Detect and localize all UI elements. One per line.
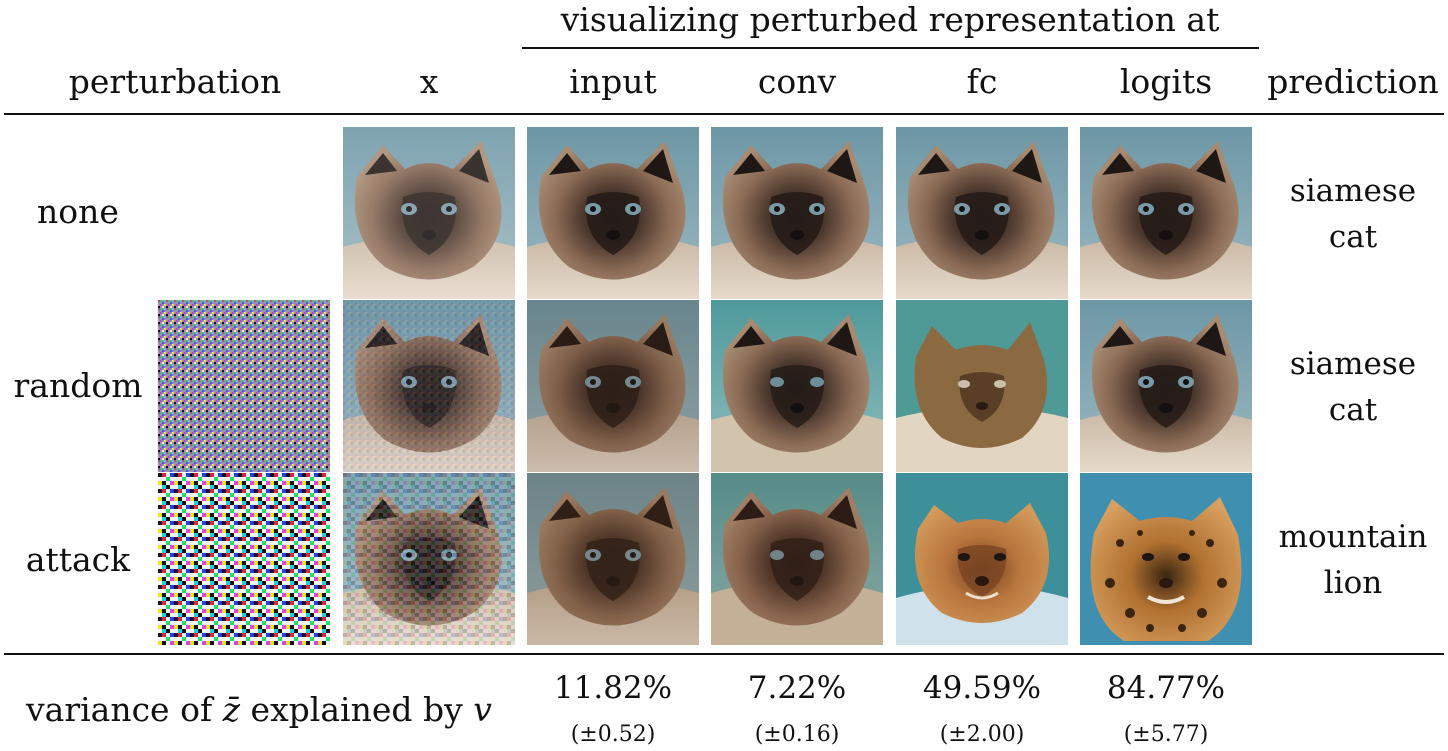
image-none-conv xyxy=(711,127,883,299)
col-header-input: input xyxy=(569,62,657,101)
variance-fc: 49.59% xyxy=(922,670,1042,706)
footer-label-pre: variance of xyxy=(26,690,223,729)
image-attack-noise xyxy=(158,473,330,645)
variance-logits: 84.77% xyxy=(1106,670,1226,706)
prediction-random-line2: cat xyxy=(1328,392,1378,428)
footer-rule xyxy=(4,653,1444,655)
image-none-fc xyxy=(896,127,1068,299)
col-header-conv: conv xyxy=(757,62,837,101)
footer-label-mid: explained by xyxy=(240,690,474,729)
image-none-logits xyxy=(1080,127,1252,299)
variance-fc-std: (±2.00) xyxy=(939,722,1025,747)
footer-label-var: z̄ xyxy=(222,690,241,729)
footer-label-v: v xyxy=(473,690,492,729)
image-attack-x xyxy=(343,473,515,645)
variance-conv: 7.22% xyxy=(747,670,847,706)
header-rule xyxy=(4,113,1444,115)
image-none-input xyxy=(527,127,699,299)
col-header-fc: fc xyxy=(966,62,998,101)
image-random-input xyxy=(527,300,699,472)
col-header-prediction: prediction xyxy=(1267,62,1439,101)
prediction-none-line2: cat xyxy=(1328,219,1378,255)
col-header-perturbation: perturbation xyxy=(68,62,282,101)
image-random-conv xyxy=(711,300,883,472)
image-random-noise xyxy=(158,300,330,472)
image-attack-fc xyxy=(896,473,1068,645)
image-attack-conv xyxy=(711,473,883,645)
prediction-attack-line2: lion xyxy=(1323,565,1383,601)
col-header-x: x xyxy=(419,62,439,101)
image-random-x xyxy=(343,300,515,472)
prediction-random: siamese cat xyxy=(1262,341,1444,433)
col-header-logits: logits xyxy=(1119,62,1213,101)
row-label-none: none xyxy=(37,192,119,231)
image-none-x xyxy=(343,127,515,299)
prediction-none: siamese cat xyxy=(1262,168,1444,260)
image-random-fc xyxy=(896,300,1068,472)
image-random-logits xyxy=(1080,300,1252,472)
prediction-attack: mountain lion xyxy=(1262,514,1444,606)
row-label-random: random xyxy=(13,366,143,405)
row-label-attack: attack xyxy=(25,540,131,579)
prediction-random-line1: siamese xyxy=(1289,346,1417,382)
prediction-attack-line1: mountain xyxy=(1278,519,1428,555)
prediction-none-line1: siamese xyxy=(1289,173,1417,209)
variance-logits-std: (±5.77) xyxy=(1123,722,1209,747)
group-header: visualizing perturbed representation at xyxy=(560,0,1220,39)
variance-input-std: (±0.52) xyxy=(570,722,656,747)
footer-label: variance of z̄ explained by v xyxy=(26,690,492,729)
variance-input: 11.82% xyxy=(553,670,673,706)
variance-conv-std: (±0.16) xyxy=(754,722,840,747)
image-attack-logits xyxy=(1080,473,1252,645)
image-attack-input xyxy=(527,473,699,645)
group-header-rule xyxy=(522,47,1259,49)
